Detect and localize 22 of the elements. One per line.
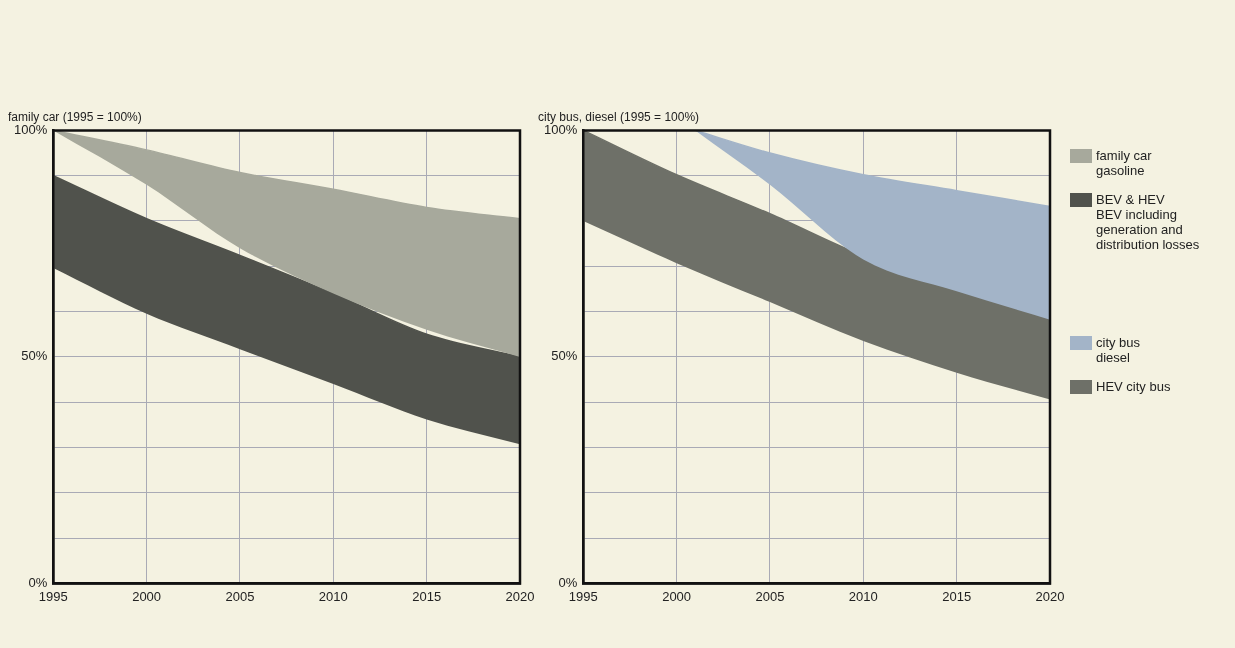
x-tick-label: 2015	[412, 588, 442, 604]
x-tick-label: 2000	[132, 588, 162, 604]
legend-label: family car gasoline	[1096, 148, 1152, 178]
chart-title: family car (1995 = 100%)	[8, 109, 142, 124]
y-tick-label: 0%	[558, 574, 578, 590]
x-tick-label: 2005	[225, 588, 255, 604]
legend-label: BEV & HEV BEV including generation and distribution losses	[1096, 192, 1200, 252]
y-tick-label: 50%	[21, 348, 48, 364]
y-tick-label: 0%	[28, 574, 48, 590]
chart-title: city bus, diesel (1995 = 100%)	[538, 109, 700, 124]
x-tick-label: 2005	[755, 588, 785, 604]
legend-label: city bus diesel	[1096, 335, 1141, 365]
x-tick-label: 2000	[662, 588, 692, 604]
legend-label: HEV city bus	[1096, 379, 1171, 394]
x-tick-label: 2015	[942, 588, 972, 604]
x-tick-label: 2010	[848, 588, 878, 604]
x-tick-label: 2020	[1035, 588, 1065, 604]
x-tick-label: 1995	[38, 588, 68, 604]
x-tick-label: 2010	[318, 588, 348, 604]
y-tick-label: 50%	[551, 348, 578, 364]
x-tick-label: 2020	[505, 588, 535, 604]
x-tick-label: 1995	[568, 588, 598, 604]
